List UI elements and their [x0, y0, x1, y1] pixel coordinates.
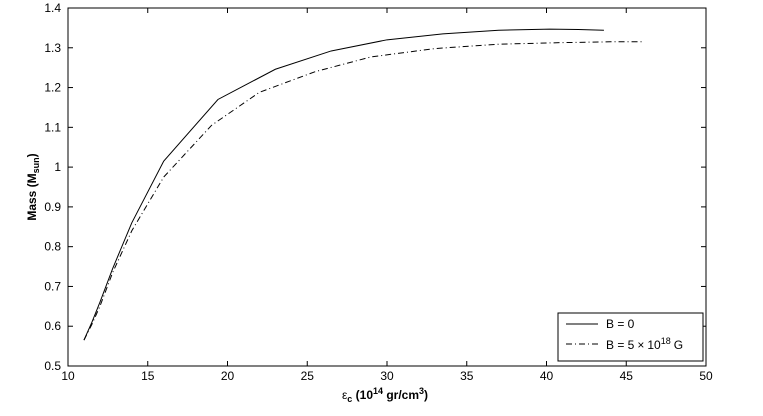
y-tick-label: 1.4 — [44, 1, 61, 15]
x-tick-label: 10 — [61, 369, 75, 383]
y-tick-label: 0.6 — [44, 319, 61, 333]
legend-label-b5: B = 5 × 1018 G — [606, 336, 683, 352]
y-tick-label: 0.5 — [44, 359, 61, 373]
x-tick-label: 25 — [301, 369, 315, 383]
y-tick-label: 0.7 — [44, 279, 61, 293]
x-tick-label: 15 — [141, 369, 155, 383]
y-tick-label: 1.1 — [44, 120, 61, 134]
x-tick-label: 20 — [221, 369, 235, 383]
legend-box — [557, 312, 704, 362]
y-axis-ticks: 0.5 0.6 0.7 0.8 0.9 1 1.1 1.2 1.3 1.4 — [44, 1, 706, 373]
y-tick-label: 1.2 — [44, 81, 61, 95]
series-line-b0 — [83, 28, 604, 341]
legend: B = 0 B = 5 × 1018 G — [557, 312, 704, 362]
legend-label-b0: B = 0 — [606, 317, 635, 331]
x-tick-label: 30 — [380, 369, 394, 383]
plot-area — [67, 7, 707, 367]
x-axis-label: εc (1014 gr/cm3) — [342, 386, 428, 404]
x-axis-ticks: 10 15 20 25 30 35 40 45 50 — [61, 8, 713, 383]
series-line-b5e18 — [83, 41, 643, 341]
y-tick-label: 1 — [54, 160, 61, 174]
x-tick-label: 45 — [620, 369, 634, 383]
y-tick-label: 1.3 — [44, 41, 61, 55]
y-tick-label: 0.8 — [44, 240, 61, 254]
y-axis-label: Mass (Msun) — [25, 153, 41, 220]
series-layer — [83, 28, 643, 341]
x-tick-label: 50 — [699, 369, 713, 383]
x-tick-label: 40 — [540, 369, 554, 383]
x-tick-label: 35 — [460, 369, 474, 383]
y-tick-label: 0.9 — [44, 200, 61, 214]
